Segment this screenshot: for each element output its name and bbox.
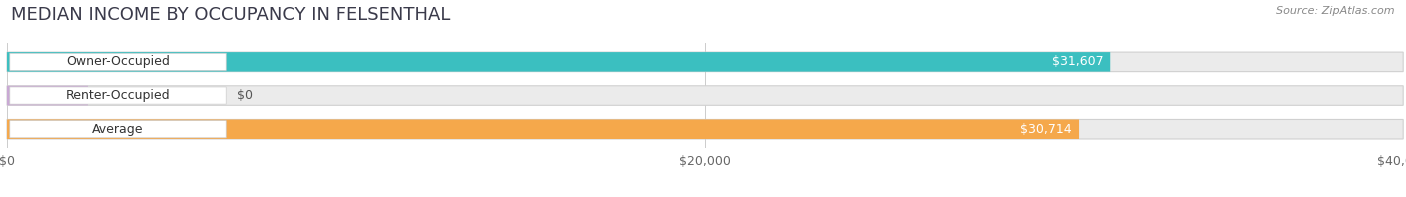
Text: $31,607: $31,607	[1052, 55, 1104, 68]
FancyBboxPatch shape	[7, 86, 89, 105]
Text: MEDIAN INCOME BY OCCUPANCY IN FELSENTHAL: MEDIAN INCOME BY OCCUPANCY IN FELSENTHAL	[11, 6, 450, 24]
FancyBboxPatch shape	[7, 119, 1078, 139]
FancyBboxPatch shape	[7, 86, 1403, 105]
FancyBboxPatch shape	[10, 121, 226, 138]
Text: Source: ZipAtlas.com: Source: ZipAtlas.com	[1277, 6, 1395, 16]
FancyBboxPatch shape	[7, 119, 1403, 139]
FancyBboxPatch shape	[7, 52, 1111, 72]
Text: $30,714: $30,714	[1021, 123, 1073, 136]
Text: Average: Average	[93, 123, 143, 136]
FancyBboxPatch shape	[10, 87, 226, 104]
FancyBboxPatch shape	[10, 53, 226, 71]
FancyBboxPatch shape	[7, 52, 1403, 72]
Text: $0: $0	[238, 89, 253, 102]
Text: Owner-Occupied: Owner-Occupied	[66, 55, 170, 68]
Text: Renter-Occupied: Renter-Occupied	[66, 89, 170, 102]
